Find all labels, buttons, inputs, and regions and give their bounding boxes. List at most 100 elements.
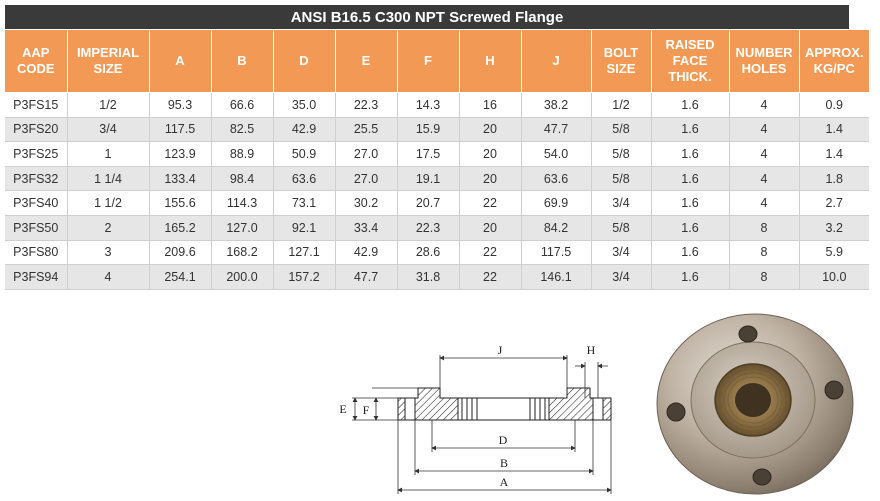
- table-cell: 114.3: [210, 190, 273, 216]
- column-header: J: [520, 30, 591, 93]
- dimension-label-e: E: [339, 402, 346, 416]
- table-cell: 1.6: [650, 92, 729, 118]
- table-cell: 1.4: [798, 117, 869, 143]
- table-cell: P3FS50: [5, 215, 67, 241]
- dimension-label-b: B: [500, 456, 508, 470]
- table-cell: 117.5: [520, 240, 591, 266]
- table-cell: 33.4: [334, 215, 397, 241]
- column-header-line: F: [424, 53, 432, 68]
- flange-spec-table: AAP CODE IMPERIAL SIZE A B D E F H J BOLT SIZE RAISED…: [5, 30, 869, 290]
- table-cell: 19.1: [396, 166, 459, 192]
- table-cell: 168.2: [210, 240, 273, 266]
- table-cell: 22: [458, 190, 521, 216]
- table-cell: P3FS20: [5, 117, 67, 143]
- table-cell: 127.0: [210, 215, 273, 241]
- table-cell: 27.0: [334, 141, 397, 167]
- table-cell: 42.9: [272, 117, 335, 143]
- table-cell: 5.9: [798, 240, 869, 266]
- table-cell: 1.6: [650, 190, 729, 216]
- table-cell: P3FS32: [5, 166, 67, 192]
- table-cell: 22: [458, 240, 521, 266]
- table-cell: 14.3: [396, 92, 459, 118]
- column-header: F: [396, 30, 459, 93]
- table-cell: 1/2: [66, 92, 149, 118]
- table-cell: 1 1/2: [66, 190, 149, 216]
- column-header: APPROX. KG/PC: [798, 30, 869, 93]
- table-cell: 5/8: [590, 166, 651, 192]
- column-header-line: J: [552, 53, 560, 68]
- table-cell: 27.0: [334, 166, 397, 192]
- table-cell: P3FS25: [5, 141, 67, 167]
- table-cell: 66.6: [210, 92, 273, 118]
- table-cell: 17.5: [396, 141, 459, 167]
- column-header-line: A: [175, 53, 185, 68]
- table-cell: 82.5: [210, 117, 273, 143]
- table-row: P3FS50 2 165.2 127.0 92.1 33.4 22.3 20 84.2 5/8 1.…: [5, 215, 869, 241]
- table-cell: 4: [728, 141, 799, 167]
- table-cell: 4: [728, 166, 799, 192]
- table-cell: 31.8: [396, 264, 459, 290]
- table-cell: 20: [458, 117, 521, 143]
- table-cell: 84.2: [520, 215, 591, 241]
- table-cell: 98.4: [210, 166, 273, 192]
- table-cell: 155.6: [148, 190, 211, 216]
- table-cell: 3/4: [590, 264, 651, 290]
- table-cell: 254.1: [148, 264, 211, 290]
- table-cell: 5/8: [590, 215, 651, 241]
- dimension-label-d: D: [499, 433, 508, 447]
- column-header-line: THICK.: [668, 69, 712, 84]
- column-header-line: HOLES: [741, 61, 787, 76]
- table-cell: 1.6: [650, 264, 729, 290]
- table-cell: 25.5: [334, 117, 397, 143]
- table-cell: 38.2: [520, 92, 591, 118]
- table-title: ANSI B16.5 C300 NPT Screwed Flange: [5, 5, 849, 29]
- table-cell: 1.8: [798, 166, 869, 192]
- table-cell: 200.0: [210, 264, 273, 290]
- table-cell: 35.0: [272, 92, 335, 118]
- column-header: E: [334, 30, 397, 93]
- table-cell: 63.6: [520, 166, 591, 192]
- table-cell: 1.6: [650, 117, 729, 143]
- table-cell: 16: [458, 92, 521, 118]
- table-cell: 123.9: [148, 141, 211, 167]
- table-cell: 1.6: [650, 240, 729, 266]
- column-header: RAISED FACE THICK.: [650, 30, 729, 93]
- table-cell: 22.3: [396, 215, 459, 241]
- column-header-line: BOLT: [603, 45, 639, 60]
- table-cell: 63.6: [272, 166, 335, 192]
- table-cell: 88.9: [210, 141, 273, 167]
- table-row: P3FS20 3/4 117.5 82.5 42.9 25.5 15.9 20 47.7 5/8 1…: [5, 117, 869, 143]
- table-cell: 1: [66, 141, 149, 167]
- table-cell: 20: [458, 141, 521, 167]
- column-header-line: RAISED: [665, 37, 715, 52]
- table-row: P3FS94 4 254.1 200.0 157.2 47.7 31.8 22 146.1 3/4…: [5, 264, 869, 290]
- table-cell: P3FS40: [5, 190, 67, 216]
- table-cell: 47.7: [520, 117, 591, 143]
- table-cell: 2: [66, 215, 149, 241]
- column-header-line: H: [485, 53, 495, 68]
- table-cell: 3/4: [66, 117, 149, 143]
- table-cell: 117.5: [148, 117, 211, 143]
- table-cell: 69.9: [520, 190, 591, 216]
- table-row: P3FS32 1 1/4 133.4 98.4 63.6 27.0 19.1 20 63.6 5/…: [5, 166, 869, 192]
- table-cell: 1.4: [798, 141, 869, 167]
- column-header-line: B: [237, 53, 247, 68]
- table-cell: 4: [728, 92, 799, 118]
- column-header: D: [272, 30, 335, 93]
- table-cell: 3.2: [798, 215, 869, 241]
- column-header: B: [210, 30, 273, 93]
- table-body: P3FS15 1/2 95.3 66.6 35.0 22.3 14.3 16 38.2 1/2 1.…: [5, 92, 869, 290]
- table-cell: 42.9: [334, 240, 397, 266]
- table-cell: 54.0: [520, 141, 591, 167]
- column-header: AAP CODE: [5, 30, 67, 93]
- column-header-line: SIZE: [606, 61, 636, 76]
- table-cell: 8: [728, 264, 799, 290]
- column-header: A: [148, 30, 211, 93]
- table-cell: 8: [728, 240, 799, 266]
- table-cell: 4: [66, 264, 149, 290]
- table-cell: 2.7: [798, 190, 869, 216]
- column-header-line: FACE: [672, 53, 708, 68]
- table-cell: 4: [728, 190, 799, 216]
- dimension-label-f: F: [363, 403, 370, 417]
- table-cell: P3FS80: [5, 240, 67, 266]
